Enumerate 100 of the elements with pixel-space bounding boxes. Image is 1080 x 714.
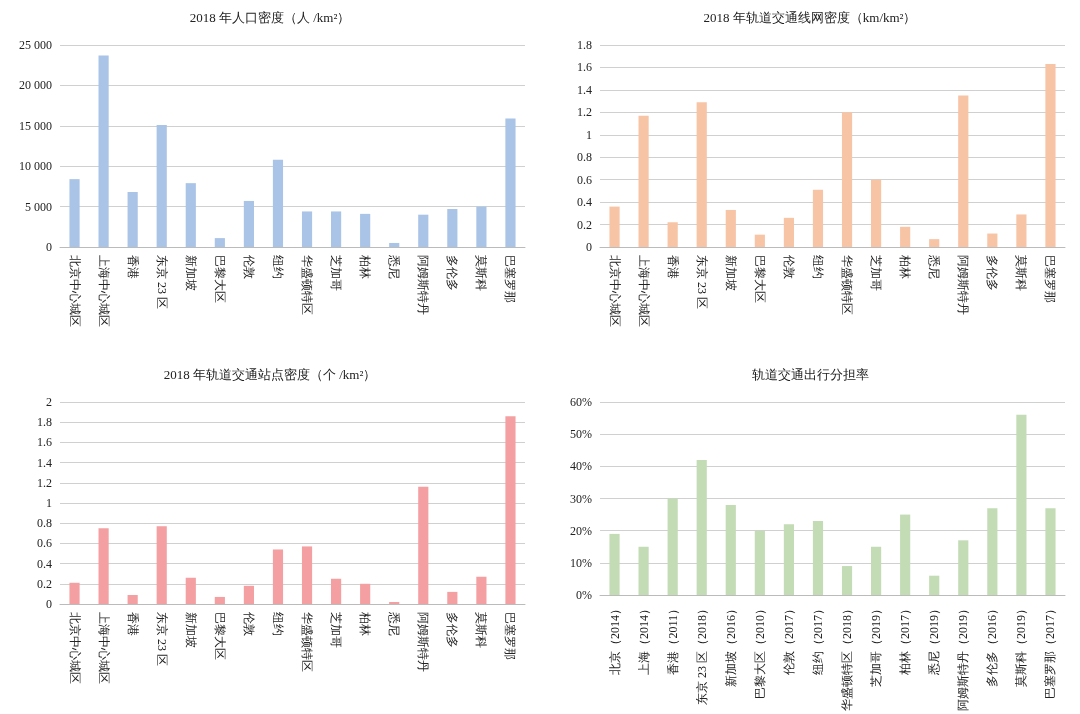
y-tick-label: 0 [46,240,52,254]
bar [1045,64,1056,247]
bar [900,514,911,595]
bar [812,521,824,595]
x-tick-label: 芝加哥 [329,255,344,291]
x-tick-label: 巴黎大区 [212,255,227,303]
y-tick-label: 15 000 [19,118,52,133]
bar [360,213,371,247]
y-tick-label: 1.8 [577,38,592,52]
bar [69,582,80,604]
bar [1016,414,1027,595]
x-tick-label: 多伦多（2016） [985,603,1000,687]
bar [301,211,313,247]
x-tick-label: 新加坡 [723,255,738,291]
x-tick-label: 纽约 [270,612,285,636]
x-tick-label: 巴塞罗那 [503,612,518,660]
x-tick-label: 新加坡 [183,612,198,648]
bar [1016,214,1027,247]
x-tick-label: 新加坡 [183,255,198,291]
bar [754,234,765,247]
x-tick-label: 伦敦（2017） [781,603,796,675]
bar [505,118,516,247]
y-tick-label: 30% [570,491,592,506]
y-tick-label: 5 000 [25,199,52,214]
bar [389,242,400,247]
x-tick-label: 多伦多 [445,612,460,648]
bar [958,540,969,595]
chart-title: 2018 年人口密度（人 /km²） [189,10,351,25]
x-tick-label: 东京 23 区 [154,612,169,666]
bar [127,594,138,604]
x-tick-label: 莫斯科（2019） [1014,603,1029,687]
x-tick-label: 上海中心城区 [636,255,651,327]
x-tick-label: 巴黎大区 [752,255,767,303]
bar [272,159,284,247]
x-tick-label: 华盛顿特区 [840,255,855,315]
x-tick-label: 上海（2014） [636,603,651,675]
bar [1045,508,1056,595]
bar [185,183,196,247]
bar [725,209,736,247]
bar [841,566,853,595]
x-tick-label: 莫斯科 [1014,255,1029,291]
y-tick-label: 1.2 [577,105,592,120]
bar [331,578,342,604]
bar [418,486,429,604]
x-tick-label: 柏林 [358,254,373,279]
bar [214,596,225,604]
y-tick-label: 1 [46,496,52,510]
x-tick-label: 阿姆斯特丹 [956,255,971,315]
bar [185,577,196,604]
bar [156,526,167,604]
x-tick-label: 伦敦 [241,612,256,636]
bar [667,498,678,595]
x-tick-label: 纽约 [270,255,285,279]
bar [360,583,371,604]
y-tick-label: 0.8 [37,516,52,531]
y-tick-label: 50% [570,427,592,442]
x-tick-label: 巴黎大区 [212,612,227,660]
x-tick-label: 多伦多 [985,255,1000,291]
y-tick-label: 0.6 [577,172,592,187]
x-tick-label: 纽约 [810,255,825,279]
y-tick-label: 0 [46,597,52,611]
bar [929,575,940,595]
x-tick-label: 巴塞罗那 [503,255,518,303]
x-tick-label: 巴塞罗那（2017） [1043,603,1058,699]
y-tick-label: 0.4 [37,556,52,571]
bar [505,416,516,604]
bar [929,239,940,247]
x-tick-label: 香港 [665,255,680,279]
bar [609,206,620,247]
bar [871,546,882,595]
x-tick-label: 北京中心城区 [67,255,82,327]
x-tick-label: 新加坡（2016） [723,603,738,687]
bar [958,95,969,247]
bar [609,533,620,595]
x-tick-label: 阿姆斯特丹 [416,255,431,315]
x-tick-label: 伦敦 [781,255,796,279]
x-tick-label: 北京中心城区 [607,255,622,327]
bar [156,124,167,247]
y-tick-label: 60% [570,395,592,409]
x-tick-label: 芝加哥 [329,612,344,648]
y-tick-label: 0.2 [37,576,52,591]
x-tick-label: 伦敦 [241,255,256,279]
y-tick-label: 20% [570,523,592,538]
y-tick-label: 25 000 [19,38,52,52]
x-tick-label: 巴塞罗那 [1043,255,1058,303]
chart-title: 2018 年轨道交通线网密度（km/km²） [703,10,917,25]
y-tick-label: 1.8 [37,415,52,430]
y-tick-label: 1.2 [37,475,52,490]
x-tick-label: 阿姆斯特丹 [416,612,431,672]
bar [418,214,429,247]
x-tick-label: 纽约（2017） [810,603,825,675]
bar [98,55,109,247]
x-tick-label: 华盛顿特区 [300,255,315,315]
bar [447,591,458,604]
bar [754,530,765,595]
bar [667,222,678,247]
bar [476,206,487,247]
bar [696,102,707,247]
x-tick-label: 莫斯科 [474,612,489,648]
bar [812,189,824,247]
